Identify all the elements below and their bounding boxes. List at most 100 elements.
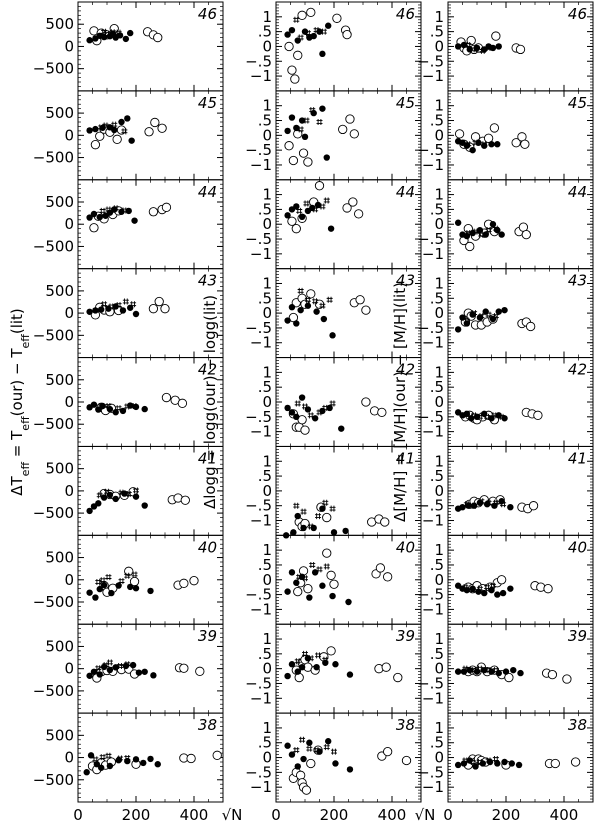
filled-circle-point <box>135 669 143 676</box>
filled-circle-point <box>284 742 291 749</box>
filled-circle-point <box>106 491 114 499</box>
open-circle-point <box>288 312 299 323</box>
x-tick-label: 0 <box>73 806 83 824</box>
y-tick-label: 0 <box>262 393 272 411</box>
open-circle-point <box>348 197 358 207</box>
open-circle-point <box>95 131 105 141</box>
panel-mh-44: 1.50−.5−1 44 <box>417 179 594 270</box>
y-tick-label: 1 <box>434 541 444 559</box>
hash-point <box>498 413 505 420</box>
y-tick-label: 0 <box>434 393 444 411</box>
panel-mh-39: 1.50−.5−1 39 <box>417 623 594 714</box>
filled-circle-point <box>300 755 307 763</box>
hash-point <box>326 296 333 303</box>
filled-circle-point <box>132 756 140 763</box>
x-tick-label: 0 <box>443 806 453 824</box>
filled-circle-point <box>313 308 320 315</box>
y-tick-label: 1 <box>262 363 272 381</box>
y-tick-label: 0 <box>64 37 74 55</box>
filled-circle-point <box>489 315 497 323</box>
filled-circle-point <box>284 317 291 324</box>
y-tick-label: 0 <box>262 126 272 144</box>
hash-point <box>489 582 496 589</box>
open-circle-point <box>533 410 543 420</box>
panel-mh-45: 1.50−.5−1 45 <box>417 90 594 181</box>
hash-point <box>316 409 323 416</box>
ylabel-mh: Δ[M/H] = [M/H](our) − [M/H](lit) <box>391 282 409 522</box>
y-tick-label: 0 <box>64 660 74 678</box>
filled-circle-point <box>482 308 489 315</box>
filled-circle-point <box>90 668 98 675</box>
filled-circle-point <box>498 231 505 238</box>
open-circle-point <box>465 241 475 252</box>
filled-circle-point <box>459 503 466 511</box>
open-circle-point <box>342 29 352 40</box>
open-circle-point <box>154 296 164 307</box>
open-circle-point <box>361 397 371 407</box>
y-tick-label: −.5 <box>417 586 444 604</box>
ylabel-logg: Δlogg = logg(our) − logg(lit) <box>201 295 219 509</box>
open-circle-point <box>303 584 313 594</box>
y-tick-label: −1 <box>422 245 444 263</box>
open-circle-point <box>483 133 494 143</box>
hash-point <box>478 231 485 238</box>
filled-circle-point <box>106 762 114 770</box>
filled-circle-point <box>293 413 300 421</box>
open-circle-point <box>345 114 355 124</box>
y-tick-label: −1 <box>422 67 444 85</box>
filled-circle-point <box>141 502 148 509</box>
x-tick-label: 400 <box>180 806 209 824</box>
open-circle-point <box>393 672 403 683</box>
hash-point <box>472 139 479 146</box>
group-label: 41 <box>198 449 217 467</box>
y-tick-label: 0 <box>64 482 74 500</box>
filled-circle-point <box>325 22 332 29</box>
filled-circle-point <box>346 766 354 773</box>
filled-circle-point <box>86 507 93 515</box>
hash-point <box>300 508 307 515</box>
open-circle-point <box>526 321 536 332</box>
hash-point <box>302 403 308 410</box>
open-circle-point <box>287 216 297 226</box>
hash-point <box>124 403 131 410</box>
hash-point <box>492 667 499 674</box>
filled-circle-point <box>86 214 93 221</box>
panel-logg-41: 1.50−.5−1 41 <box>245 445 422 539</box>
hash-point <box>105 574 112 581</box>
filled-circle-point <box>472 763 479 770</box>
filled-circle-point <box>327 225 335 232</box>
y-tick-label: 1 <box>262 541 272 559</box>
y-tick-label: −.5 <box>245 497 272 515</box>
hash-point <box>478 498 485 505</box>
hash-point <box>105 403 112 409</box>
hash-point <box>331 748 337 755</box>
panel-logg-40: 1.50−.5−1 40 <box>245 534 422 625</box>
y-tick-label: 0 <box>434 37 444 55</box>
filled-circle-point <box>306 594 313 601</box>
x-tick-label: 200 <box>320 806 349 824</box>
filled-circle-point <box>122 35 130 43</box>
filled-circle-point <box>298 213 306 221</box>
filled-circle-point <box>87 752 95 759</box>
group-label: 38 <box>198 716 217 734</box>
hash-point <box>476 759 483 765</box>
filled-circle-point <box>96 585 103 593</box>
hash-point <box>122 298 129 305</box>
y-tick-label: 1 <box>434 97 444 115</box>
open-circle-point <box>284 141 294 151</box>
y-tick-label: 500 <box>45 637 74 655</box>
filled-circle-point <box>345 598 352 606</box>
group-label: 43 <box>396 272 415 290</box>
hash-point <box>104 31 110 37</box>
open-circle-point <box>381 662 391 672</box>
filled-circle-point <box>92 125 99 133</box>
open-circle-point <box>291 224 301 234</box>
open-circle-point <box>361 305 371 315</box>
panel-teff-38: 500 0 −500 38 <box>33 712 224 803</box>
hash-point <box>485 499 492 506</box>
filled-circle-point <box>147 587 154 595</box>
group-label: 39 <box>396 627 415 645</box>
filled-circle-point <box>90 210 98 218</box>
filled-circle-point <box>288 661 296 668</box>
y-tick-label: .5 <box>430 200 444 218</box>
